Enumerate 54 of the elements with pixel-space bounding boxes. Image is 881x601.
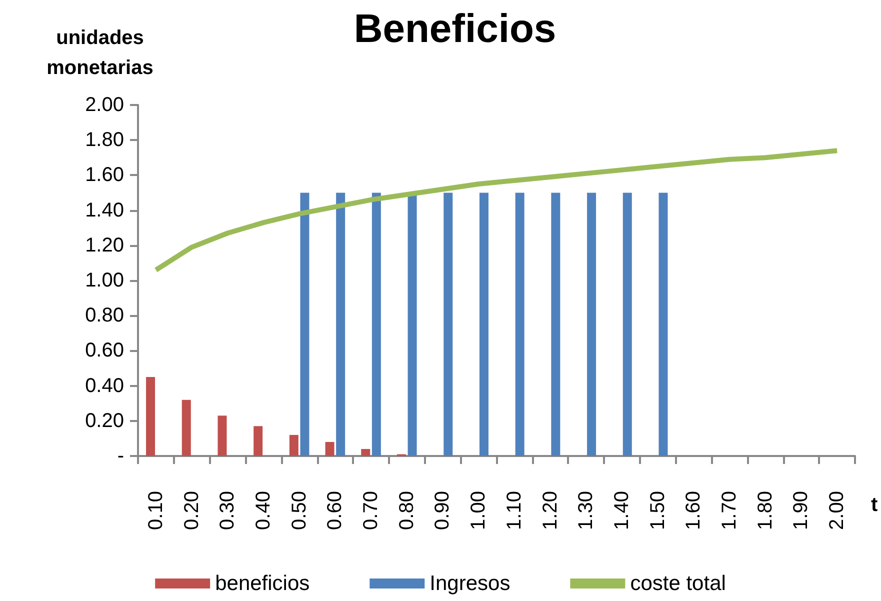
x-tick-label: 1.40 (610, 491, 633, 530)
bar (146, 377, 156, 456)
legend-label: coste total (630, 572, 726, 595)
x-tick-label: 0.30 (216, 491, 239, 530)
legend-label: Ingresos (430, 572, 510, 595)
x-tick-label: 1.90 (790, 491, 812, 530)
y-tick-label: 2.00 (85, 94, 124, 116)
y-tick-label: 1.00 (85, 270, 124, 292)
legend-label: beneficios (215, 572, 310, 595)
y-tick-label: - (117, 445, 124, 467)
y-tick-label: 1.20 (85, 234, 124, 256)
bar (218, 416, 227, 456)
x-tick-label: 0.10 (144, 491, 167, 530)
x-tick-label: 0.50 (288, 491, 310, 530)
y-tick-label: 0.80 (85, 304, 124, 327)
bar (336, 192, 346, 456)
y-tick-label: 0.20 (85, 410, 124, 432)
x-tick-label: 1.60 (682, 491, 705, 530)
bar (289, 434, 298, 456)
x-tick-label: 1.30 (575, 491, 598, 530)
bar (254, 426, 263, 456)
x-tick-label: 1.50 (646, 491, 669, 530)
x-tick-label: 2.00 (826, 491, 848, 530)
x-tick-label: 0.20 (180, 491, 203, 530)
y-axis-title: unidades monetarias (46, 27, 154, 79)
bar (551, 192, 560, 456)
y-tick-label: 0.60 (85, 340, 124, 362)
y-tick-label: 0.40 (85, 374, 124, 397)
bar (444, 192, 453, 456)
bar (515, 192, 524, 456)
x-tick-label: 1.70 (718, 491, 741, 530)
x-axis-title: t (871, 494, 878, 516)
x-tick-label: 1.80 (754, 491, 776, 530)
x-tick-label: 0.40 (252, 491, 274, 530)
bar (587, 192, 596, 456)
y-tick-label: 1.60 (85, 164, 124, 186)
bar (325, 442, 334, 456)
bar (479, 192, 488, 456)
bar (658, 192, 668, 456)
bar (361, 448, 370, 456)
y-tick-label: 1.80 (85, 129, 124, 152)
y-tick-label: 1.40 (85, 199, 124, 222)
chart-title: Beneficios (354, 7, 556, 51)
x-tick-label: 1.20 (539, 491, 562, 530)
x-tick-label: 0.90 (432, 491, 454, 530)
bar (372, 192, 381, 456)
x-tick-label: 0.60 (324, 491, 346, 530)
bar (300, 192, 310, 456)
x-tick-label: 1.00 (468, 491, 490, 530)
x-tick-label: 0.70 (360, 491, 382, 530)
bar (622, 192, 632, 456)
bar (182, 400, 191, 456)
x-tick-label: 1.10 (503, 491, 526, 530)
x-tick-label: 0.80 (396, 491, 418, 530)
